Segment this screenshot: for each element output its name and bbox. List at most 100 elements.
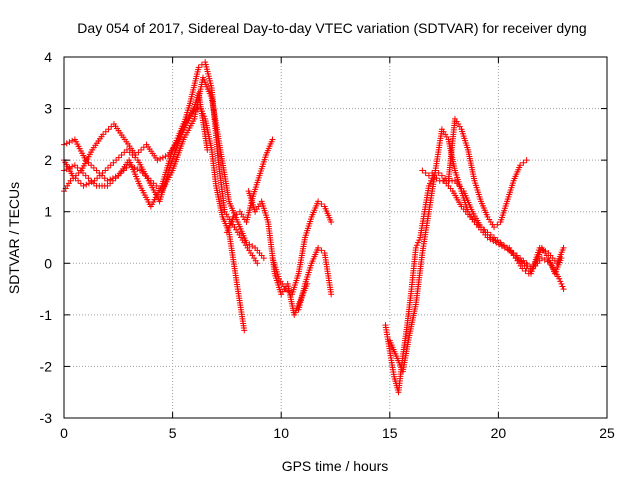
data-point-s10	[438, 172, 445, 179]
data-point-s2	[82, 172, 89, 179]
data-point-s10	[429, 170, 436, 177]
data-point-s1	[135, 149, 142, 156]
data-point-s0	[69, 137, 76, 144]
data-point-s2	[128, 163, 135, 170]
data-point-s10	[491, 224, 498, 231]
data-point-s2	[115, 172, 122, 179]
data-point-s3	[113, 157, 120, 164]
data-point-s2	[107, 180, 114, 187]
data-point-s3	[69, 172, 76, 179]
data-point-s3	[80, 182, 87, 189]
y-tick-label: 1	[44, 204, 52, 220]
y-tick-label: 2	[44, 152, 52, 168]
data-point-s0	[93, 167, 100, 174]
data-point-s3	[85, 180, 92, 187]
data-point-s6	[318, 200, 325, 207]
data-point-s2	[118, 170, 125, 177]
x-tick-label: 15	[382, 425, 398, 441]
y-axis-label: SDTVAR / TECUs	[6, 182, 22, 294]
data-point-s2	[77, 167, 84, 174]
data-point-s2	[137, 167, 144, 174]
data-point-s8	[556, 275, 563, 282]
data-point-s0	[90, 164, 97, 171]
data-point-s8	[416, 237, 423, 244]
data-point-s3	[72, 175, 79, 182]
data-point-s2	[109, 177, 116, 184]
data-point-s1	[162, 153, 169, 160]
data-point-s12	[558, 255, 565, 262]
data-point-s1	[67, 177, 74, 184]
data-point-s3	[132, 154, 139, 161]
data-point-s8	[413, 242, 420, 249]
plot-frame	[63, 56, 608, 419]
data-point-s1	[195, 64, 202, 71]
data-point-s1	[100, 131, 107, 138]
y-axis-ticks: -3 -2 -1 0 1 2 3 4	[40, 49, 607, 426]
data-point-s10	[432, 167, 439, 174]
data-point-s9	[494, 237, 501, 244]
data-point-s3	[102, 167, 109, 174]
data-point-s6	[328, 219, 335, 226]
data-point-s8	[412, 244, 419, 251]
data-point-s8	[415, 239, 422, 246]
data-point-s3	[126, 149, 133, 156]
data-point-s9	[491, 234, 498, 241]
data-point-s4	[230, 213, 237, 220]
data-point-s10	[494, 221, 501, 228]
data-point-s12	[519, 265, 526, 272]
data-point-s3	[88, 179, 95, 186]
grid-lines	[64, 57, 607, 418]
x-tick-label: 25	[599, 425, 615, 441]
data-point-s0	[104, 177, 111, 184]
data-point-s3	[104, 164, 111, 171]
data-point-s2	[74, 164, 81, 171]
data-point-s0	[63, 140, 70, 147]
data-point-s3	[96, 172, 103, 179]
data-point-s8	[560, 286, 567, 293]
data-point-s3	[91, 177, 98, 184]
x-tick-label: 5	[169, 425, 177, 441]
data-point-s8	[425, 182, 432, 189]
data-point-s1	[159, 154, 166, 161]
data-point-s8	[559, 283, 566, 290]
x-axis-label: GPS time / hours	[282, 458, 389, 474]
data-point-s6	[282, 286, 289, 293]
data-point-s3	[83, 181, 90, 188]
chart-title: Day 054 of 2017, Sidereal Day-to-day VTE…	[77, 20, 586, 36]
data-point-s7	[318, 247, 325, 254]
y-tick-label: -2	[40, 358, 53, 374]
y-tick-label: 0	[44, 255, 52, 271]
data-point-s3	[115, 154, 122, 161]
data-point-s2	[71, 162, 78, 169]
y-tick-label: 3	[44, 101, 52, 117]
data-point-s8	[557, 278, 564, 285]
data-point-s0	[88, 162, 95, 169]
data-point-s1	[154, 157, 161, 164]
y-tick-label: -1	[40, 307, 53, 323]
y-tick-label: -3	[40, 410, 53, 426]
data-point-s2	[153, 182, 160, 189]
data-point-s0	[101, 175, 108, 182]
data-point-s0	[66, 139, 73, 146]
data-point-s3	[204, 146, 211, 153]
data-point-s3	[129, 151, 136, 158]
data-point-s10	[523, 157, 530, 164]
data-point-s1	[157, 155, 164, 162]
data-point-s3	[94, 175, 101, 182]
data-point-s0	[241, 327, 248, 334]
data-point-s8	[428, 177, 435, 184]
data-point-s3	[123, 146, 130, 153]
y-tick-label: 4	[44, 49, 52, 65]
data-point-s10	[422, 170, 429, 177]
data-point-s10	[435, 170, 442, 177]
data-point-s10	[419, 167, 426, 174]
data-point-s2	[120, 167, 127, 174]
data-point-s3	[107, 162, 114, 169]
data-point-s1	[102, 128, 109, 135]
data-point-s2	[104, 182, 111, 189]
data-point-s1	[254, 260, 261, 267]
data-point-s3	[77, 180, 84, 187]
data-point-s10	[520, 159, 527, 166]
data-points	[61, 59, 567, 396]
data-point-s2	[126, 162, 133, 169]
